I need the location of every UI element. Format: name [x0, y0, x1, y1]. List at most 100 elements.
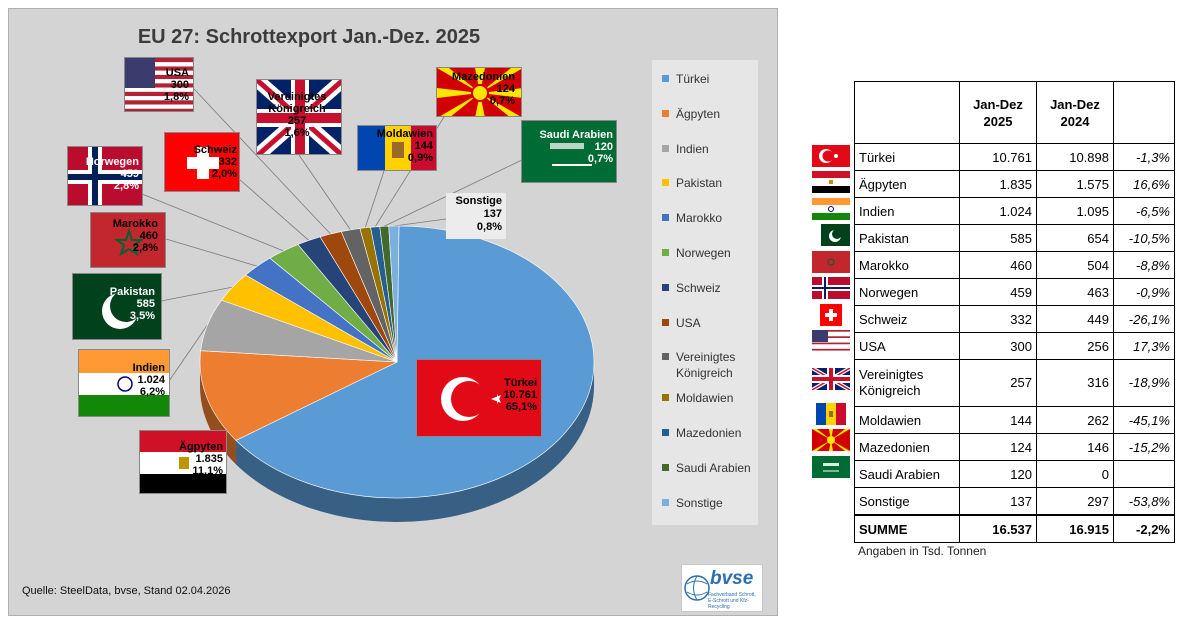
leader-line-6	[238, 178, 310, 241]
data-table: Jan-Dez 2025 Jan-Dez 2024 Türkei 10.761 10…	[854, 81, 1175, 543]
cell-2025: 332	[959, 305, 1037, 333]
cell-change: -0,9%	[1113, 278, 1175, 306]
leader-line-7	[193, 88, 331, 235]
legend-label: Ägpyten	[676, 106, 721, 121]
cell-2025: 137	[959, 487, 1037, 516]
legend-label: Moldawien	[676, 391, 734, 406]
legend-label: Saudi Arabien	[676, 460, 751, 475]
legend: Türkei Ägpyten Indien Pakistan Marokko Norweg…	[652, 60, 758, 525]
cell-2025: 144	[959, 406, 1037, 434]
north-macedonia-flag-icon	[437, 68, 521, 116]
unit-note: Angaben in Tsd. Tonnen	[858, 544, 987, 558]
legend-swatch	[662, 429, 669, 436]
switzerland-flag-icon	[165, 133, 239, 191]
legend-swatch	[662, 394, 669, 402]
usa-flag-label	[124, 57, 194, 112]
cell-2025: 120	[959, 460, 1037, 488]
morocco-flag-label	[90, 212, 166, 268]
egypt-flag-icon	[140, 431, 226, 493]
morocco-flag-icon	[91, 213, 165, 267]
header-country	[854, 81, 960, 144]
legend-label: Norwegen	[676, 246, 731, 260]
cell-2025: 585	[959, 224, 1037, 252]
label-aegypten: Ägpyten 1.835 11,1%	[179, 441, 223, 477]
leader-line-2	[168, 324, 208, 382]
saudi-arabia-flag-icon	[522, 121, 616, 182]
cell-2024: 449	[1036, 305, 1114, 333]
north-macedonia-flag-icon	[812, 429, 850, 451]
label-sonstige: Sonstige 137 0,8%	[446, 193, 506, 239]
norway-flag-icon	[68, 147, 142, 205]
legend-swatch	[662, 498, 669, 506]
header-2025: Jan-Dez 2025	[959, 81, 1037, 144]
cell-country: Schweiz	[854, 305, 960, 333]
label-norwegen: Norwegen 459 2,8%	[85, 156, 139, 192]
label-schweiz: Schweiz 332 2,0%	[193, 144, 237, 180]
label-moldawien: Moldawien 144 0,9%	[376, 128, 433, 164]
cell-2025: 10.761	[959, 143, 1037, 171]
india-flag-icon	[812, 198, 850, 220]
bvse-subtitle: Fachverband Schrott, E-Schrott und Kfz-R…	[708, 592, 756, 610]
cell-change: -6,5%	[1113, 197, 1175, 225]
cell-2025: 459	[959, 278, 1037, 306]
table-row: Schweiz 332 449 -26,1%	[854, 305, 1175, 333]
usa-flag-icon	[125, 58, 193, 111]
legend-swatch	[662, 463, 669, 471]
norway-flag-label	[67, 146, 143, 206]
pie-slice-12	[388, 225, 400, 363]
table-sum-row: SUMME 16.537 16.915 -2,2%	[854, 514, 1175, 543]
legend-label: USA	[676, 315, 701, 330]
uk-flag-icon	[812, 368, 850, 390]
table-row: Marokko 460 504 -8,8%	[854, 251, 1175, 279]
cell-change: -1,3%	[1113, 143, 1175, 171]
cell-change: -18,9%	[1113, 359, 1175, 407]
cell-2024: 146	[1036, 433, 1114, 461]
switzerland-flag-label	[164, 132, 240, 192]
cell-country: Sonstige	[854, 487, 960, 516]
cell-change: 16,6%	[1113, 170, 1175, 198]
legend-label: Türkei	[676, 72, 710, 86]
switzerland-flag-icon	[812, 304, 850, 326]
leader-line-4	[165, 238, 258, 267]
cell-2025: 124	[959, 433, 1037, 461]
cell-country: Ägpyten	[854, 170, 960, 198]
table-row: Ägpyten 1.835 1.575 16,6%	[854, 170, 1175, 198]
india-flag-icon	[79, 350, 169, 416]
chart-title: EU 27: Schrottexport Jan.-Dez. 2025	[137, 26, 481, 48]
moldova-flag-icon	[812, 403, 850, 425]
cell-country: Marokko	[854, 251, 960, 279]
egypt-flag-label	[139, 430, 227, 494]
legend-swatch	[662, 353, 669, 361]
cell-2024: 316	[1036, 359, 1114, 407]
table-row: Moldawien 144 262 -45,1%	[854, 406, 1175, 434]
label-pakistan: Pakistan 585 3,5%	[109, 286, 155, 322]
label-usa: USA 300 1,8%	[163, 67, 189, 103]
cell-change: -8,8%	[1113, 251, 1175, 279]
egypt-flag-icon	[812, 171, 850, 193]
saudi-arabia-flag-icon	[812, 456, 850, 478]
morocco-flag-icon	[812, 251, 850, 273]
cell-change: -45,1%	[1113, 406, 1175, 434]
header-change	[1113, 81, 1175, 144]
sum-change: -2,2%	[1113, 514, 1175, 543]
uk-flag-icon	[257, 80, 341, 154]
leader-line-11	[384, 158, 525, 227]
table-row: Sonstige 137 297 -53,8%	[854, 487, 1175, 516]
cell-country: Saudi Arabien	[854, 460, 960, 488]
table-row: Pakistan 585 654 -10,5%	[854, 224, 1175, 252]
turkey-flag-icon	[417, 360, 541, 436]
label-tuerkei: Türkei 10.761 65,1%	[503, 377, 537, 413]
legend-swatch	[662, 144, 669, 152]
pakistan-flag-icon	[73, 274, 161, 339]
table-row: Indien 1.024 1.095 -6,5%	[854, 197, 1175, 225]
cell-2025: 1.835	[959, 170, 1037, 198]
cell-change: -10,5%	[1113, 224, 1175, 252]
cell-2025: 460	[959, 251, 1037, 279]
legend-swatch	[662, 249, 669, 256]
cell-change: -26,1%	[1113, 305, 1175, 333]
source-note: Quelle: SteelData, bvse, Stand 02.04.202…	[22, 585, 231, 597]
cell-country: Mazedonien	[854, 433, 960, 461]
label-mazedonien: Mazedonien 124 0,7%	[452, 71, 515, 107]
sum-label: SUMME	[854, 514, 960, 543]
table-row: USA 300 256 17,3%	[854, 332, 1175, 360]
